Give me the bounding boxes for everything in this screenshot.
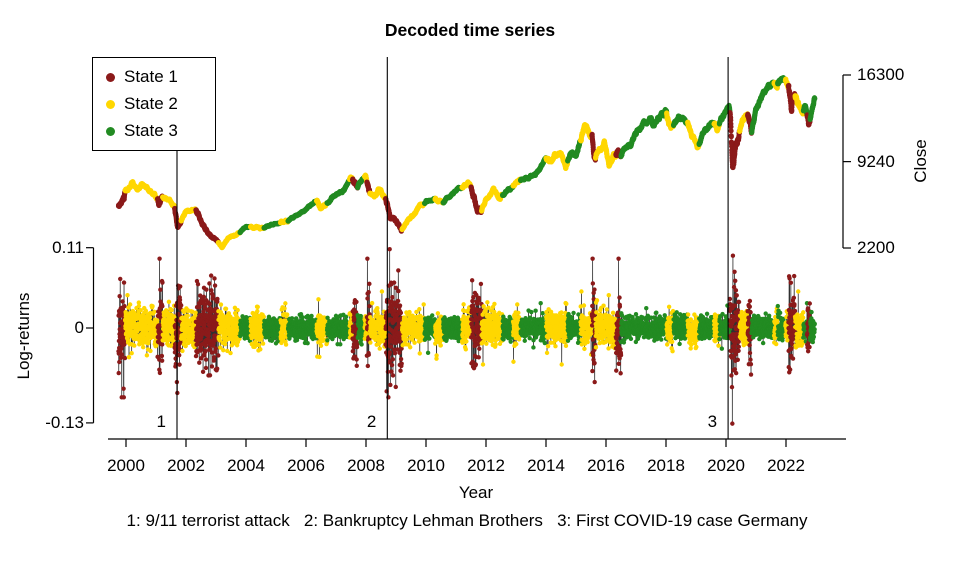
state-1-dot-icon	[106, 72, 115, 82]
state-legend: State 1 State 2 State 3	[92, 57, 216, 151]
x-tick-label: 2000	[107, 456, 145, 475]
right-tick-label: 16300	[857, 65, 905, 84]
x-tick-label: 2006	[287, 456, 325, 475]
left-tick-label: 0	[74, 318, 84, 337]
legend-label-state-1: State 1	[124, 67, 178, 86]
state-3-dot-icon	[106, 126, 115, 136]
event-number-2: 2	[366, 412, 377, 431]
events-caption: 1: 9/11 terrorist attack 2: Bankruptcy L…	[126, 511, 808, 530]
x-tick-label: 2012	[467, 456, 505, 475]
state-2-dot-icon	[106, 99, 115, 109]
x-tick-label: 2004	[227, 456, 265, 475]
y-axis-label-close: Close	[911, 139, 930, 183]
event-number-1: 1	[156, 412, 166, 431]
x-tick-label: 2016	[587, 456, 625, 475]
x-tick-label: 2014	[527, 456, 565, 475]
left-tick-label: 0.11	[52, 237, 84, 257]
legend-label-state-3: State 3	[124, 121, 178, 140]
x-axis-label-year: Year	[458, 483, 494, 502]
x-tick-label: 2020	[707, 456, 745, 475]
right-tick-label: 2200	[857, 238, 895, 257]
legend-item-state-1: State 1	[106, 66, 215, 89]
right-tick-label: 9240	[857, 151, 895, 171]
legend-item-state-3: State 3	[106, 120, 215, 143]
x-tick-label: 2010	[407, 456, 445, 475]
y-axis-label-log-returns: Log-returns	[14, 292, 33, 380]
x-tick-label: 2008	[347, 456, 385, 475]
x-tick-label: 2022	[767, 456, 805, 475]
x-tick-label: 2018	[647, 456, 685, 475]
left-tick-label: -0.13	[45, 412, 84, 432]
chart-title: Decoded time series	[384, 20, 556, 40]
x-tick-label: 2002	[167, 456, 205, 475]
event-number-3: 3	[707, 412, 718, 431]
legend-label-state-2: State 2	[124, 94, 178, 113]
legend-item-state-2: State 2	[106, 93, 215, 116]
